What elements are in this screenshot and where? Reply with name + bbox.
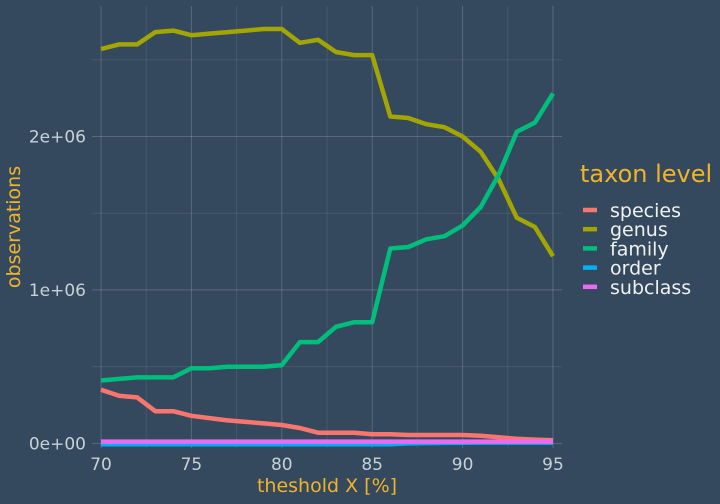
x-tick-label: 80 — [271, 455, 293, 475]
x-tick-label: 90 — [452, 455, 474, 475]
y-axis-title: observations — [3, 166, 25, 288]
series-line-genus — [100, 26, 555, 258]
legend-label-genus: genus — [610, 219, 668, 241]
legend-label-family: family — [610, 238, 669, 260]
legend-title: taxon level — [580, 160, 712, 188]
series-line-family — [100, 92, 555, 383]
x-tick-label: 95 — [542, 455, 564, 475]
grid — [92, 6, 562, 448]
legend-label-subclass: subclass — [610, 277, 691, 299]
legend-label-order: order — [610, 258, 661, 280]
y-tick-label: 2e+06 — [29, 127, 86, 147]
y-tick-label: 1e+06 — [29, 281, 86, 301]
x-tick-label: 85 — [361, 455, 383, 475]
series-lines — [100, 26, 555, 447]
x-axis-title: theshold X [%] — [257, 475, 397, 497]
y-tick-label: 0e+00 — [29, 434, 86, 454]
x-tick-label: 70 — [90, 455, 112, 475]
legend-label-species: species — [610, 200, 681, 222]
series-line-species — [100, 387, 554, 443]
tick-labels: 70 75 80 85 90 95 0e+00 1e+06 2e+06 — [29, 127, 564, 475]
x-tick-label: 75 — [181, 455, 203, 475]
legend: taxon level speciesgenusfamilyordersubcl… — [580, 160, 712, 299]
